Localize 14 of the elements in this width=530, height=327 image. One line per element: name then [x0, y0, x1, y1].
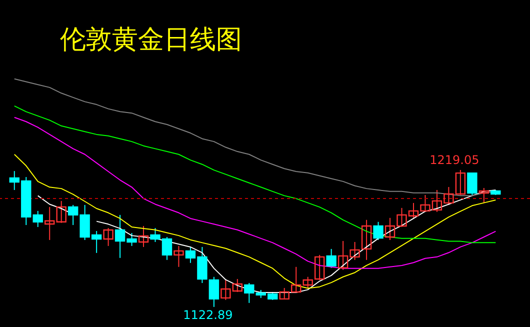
candlestick — [32, 210, 43, 228]
candlestick — [208, 276, 220, 308]
text: 伦敦黄金日线图 — [60, 25, 242, 55]
annotation: 1219.05 — [430, 152, 480, 167]
candlestick — [478, 187, 490, 204]
candlestick — [326, 248, 336, 268]
candlestick — [467, 172, 478, 196]
candlestick — [103, 228, 114, 246]
candlestick — [174, 245, 184, 268]
candlestick — [361, 219, 372, 260]
candlestick — [314, 254, 325, 280]
candlestick — [138, 226, 149, 248]
annotation: 1122.89 — [183, 308, 233, 322]
candlestick — [373, 221, 384, 240]
